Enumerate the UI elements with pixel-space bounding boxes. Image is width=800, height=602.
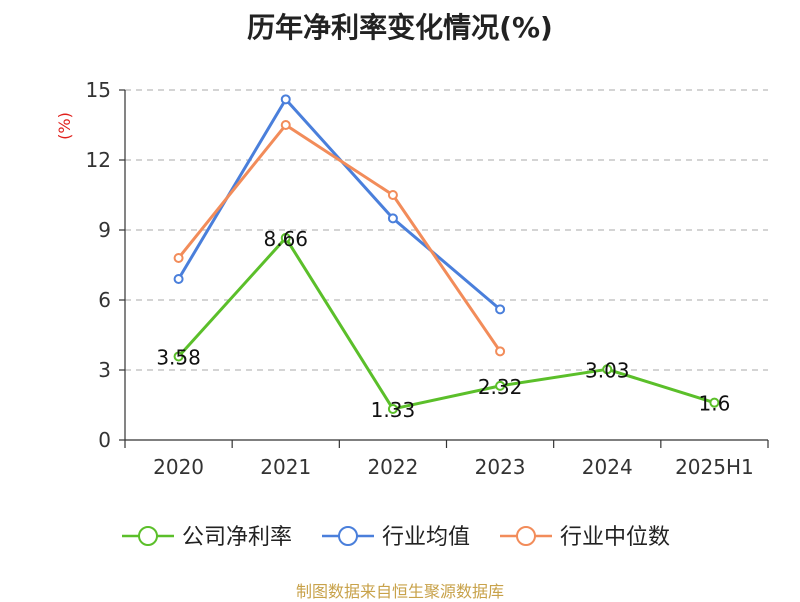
legend: 公司净利率 行业均值 行业中位数	[122, 525, 670, 550]
y-tick-labels: 0 3 6 9 12 15	[86, 78, 111, 452]
data-label: 2.32	[478, 375, 523, 399]
data-point	[387, 190, 398, 200]
series-line-3	[177, 123, 502, 353]
data-label: 1.6	[699, 392, 731, 416]
data-point	[173, 253, 184, 263]
data-point	[173, 274, 184, 284]
y-tick-label: 12	[86, 148, 111, 172]
legend-label: 公司净利率	[182, 525, 292, 550]
y-tick-label: 0	[98, 428, 111, 452]
y-axis-unit: (%)	[55, 112, 74, 140]
y-tick-label: 6	[98, 288, 111, 312]
x-tick-label: 2024	[582, 455, 633, 479]
x-tick-label: 2025H1	[675, 455, 754, 479]
data-point	[495, 304, 506, 315]
data-labels: 3.58 8.66 1.33 2.32 3.03 1.6	[156, 227, 730, 422]
x-tick-label: 2022	[367, 455, 418, 479]
x-tick-label: 2021	[260, 455, 311, 479]
chart-title: 历年净利率变化情况(%)	[247, 11, 553, 44]
data-label: 8.66	[263, 227, 308, 251]
y-tick-label: 15	[86, 78, 111, 102]
source-note: 制图数据来自恒生聚源数据库	[295, 582, 504, 601]
data-point	[280, 94, 291, 105]
data-point	[280, 232, 291, 243]
y-tick-label: 3	[98, 358, 111, 382]
data-point	[280, 120, 291, 130]
data-point	[709, 397, 720, 408]
legend-item: 行业均值	[322, 525, 470, 550]
data-point	[495, 346, 506, 357]
data-point	[495, 380, 506, 391]
series-lines	[173, 94, 720, 414]
data-label: 3.03	[585, 358, 630, 382]
data-label: 1.33	[371, 398, 416, 422]
legend-marker	[516, 526, 536, 546]
grid-lines	[125, 89, 768, 371]
legend-marker	[338, 526, 358, 546]
x-tick-labels: 2020 2021 2022 2023 2024 2025H1	[153, 455, 754, 479]
data-point	[387, 403, 398, 414]
series-line-2	[177, 97, 502, 311]
x-tick-label: 2023	[475, 455, 526, 479]
y-tick-label: 9	[98, 218, 111, 242]
data-label: 3.58	[156, 345, 201, 369]
legend-marker	[138, 526, 158, 546]
legend-item: 公司净利率	[122, 525, 292, 550]
axes	[119, 89, 769, 448]
x-tick-label: 2020	[153, 455, 204, 479]
data-point	[602, 364, 613, 375]
legend-label: 行业中位数	[560, 525, 670, 550]
data-point	[387, 213, 398, 224]
legend-label: 行业均值	[382, 525, 470, 550]
data-point	[173, 351, 184, 362]
legend-item: 行业中位数	[500, 525, 670, 550]
series-line-1	[177, 236, 715, 411]
